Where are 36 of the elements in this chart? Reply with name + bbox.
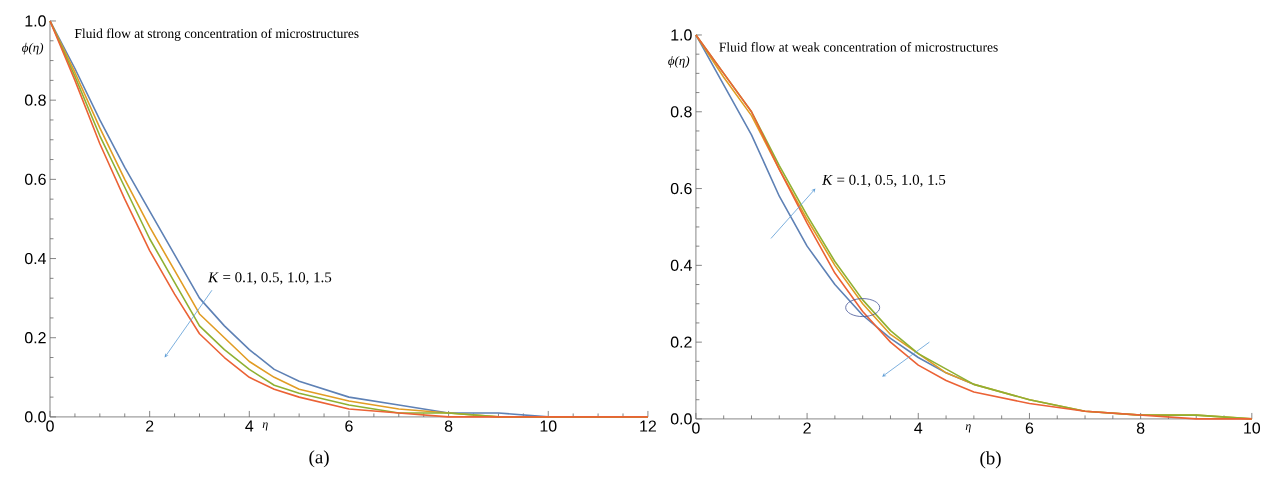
y-tick-label: 0.8 [24, 94, 46, 106]
x-tick-label: 12 [640, 420, 656, 432]
x-tick-label: 2 [146, 420, 154, 432]
x-tick-label: 0 [692, 422, 700, 434]
text: Fluid flow at strong concentration of microstructures [74, 28, 359, 41]
y-tick-label: 0.6 [670, 182, 692, 195]
x-tick-label: 8 [1136, 422, 1145, 434]
line-series [49, 20, 649, 418]
x-tick-label: 10 [1244, 422, 1261, 434]
x-tick-label: 6 [1025, 422, 1034, 434]
x-tick-label: 4 [245, 420, 254, 432]
y-axis-title: ϕ(η) [22, 42, 44, 55]
x-axis-title: η [965, 424, 971, 433]
y-tick-label: 0.0 [24, 411, 46, 423]
y-tick-label: 0.8 [670, 106, 692, 118]
chart-title: Fluid flow at weak concentration of microstructures [719, 42, 998, 52]
x-axis-title: η [262, 422, 268, 431]
y-tick-label: 1.0 [671, 29, 692, 41]
y-tick-label: 0.4 [24, 252, 47, 265]
y-tick-label: 0.0 [670, 413, 692, 425]
x-tick-label: 10 [540, 420, 557, 432]
x-tick-label: 2 [803, 422, 811, 434]
y-tick-label: 0.6 [24, 173, 46, 186]
text: (a) [309, 450, 329, 468]
x-tick-label: 4 [914, 422, 923, 434]
y-tick-label: 1.0 [25, 15, 46, 27]
y-tick-label: 0.2 [670, 336, 692, 348]
text: (b) [980, 451, 1001, 469]
y-tick-label: 0.4 [670, 259, 692, 272]
annotation: K = 0.1, 0.5, 1.0, 1.5 [822, 174, 946, 188]
y-axis-title: ϕ(η) [668, 56, 690, 68]
x-tick-label: 0 [46, 420, 54, 432]
annotation: K = 0.1, 0.5, 1.0, 1.5 [207, 272, 332, 285]
x-tick-label: 6 [345, 420, 353, 432]
x-tick-label: 8 [444, 420, 453, 432]
y-tick-label: 0.2 [24, 332, 46, 344]
